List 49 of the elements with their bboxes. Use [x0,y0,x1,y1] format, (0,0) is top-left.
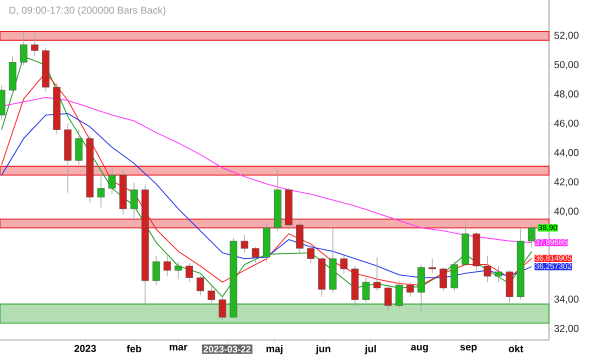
candlestick [340,255,348,274]
text: D, 09:00-17:30 (200000 Bars Back) [10,6,166,16]
x-tick-label: aug [411,344,428,352]
candlestick [240,234,248,254]
y-tick-label: 32,00 [554,324,579,334]
candlestick [208,284,216,304]
candlestick [108,167,116,195]
candlestick [528,223,536,248]
candlestick [494,266,502,283]
candlestick [164,255,171,277]
x-tick-label: okt [508,344,524,352]
candlestick [373,256,381,292]
y-tick-label: 44,00 [554,149,579,158]
candlestick [75,129,83,166]
candlestick [296,222,304,254]
candlestick [130,182,138,224]
candlestick [152,255,160,286]
candlestick [174,261,182,280]
text: 2023-03-22 [204,346,251,352]
candlestick [252,246,260,264]
candlestick [428,258,436,274]
candlestick [395,280,403,309]
candlestick [31,32,38,57]
y-tick-label: 52,00 [554,32,579,40]
y-tick-label: 40,00 [554,208,579,216]
x-tick-label: sep [460,344,477,352]
x-tick-label: jul [364,344,376,354]
candlestick [362,277,370,304]
y-tick-label: 42,00 [554,178,579,187]
candlestick [307,244,314,264]
candlestick [406,282,414,298]
x-tick-label: maj [266,344,282,354]
candlestick [484,255,492,283]
x-tick-label: 2023 [74,344,96,352]
candlestick [97,174,105,208]
y-tick-label: 50,00 [554,61,579,70]
y-tick-label: 46,00 [554,120,579,128]
candlestick [186,262,193,283]
y-tick-label: 34,00 [554,296,579,304]
candlestick [218,296,226,321]
candlestick [196,276,204,296]
candlestick [384,286,392,310]
x-tick-label: jun [316,344,330,354]
candlestick [20,31,28,66]
candlestick [440,267,447,292]
y-tick-label: 48,00 [554,90,579,99]
x-tick-label: mar [170,344,188,350]
x-tick-label: feb [126,344,142,352]
candlestick [450,261,458,292]
